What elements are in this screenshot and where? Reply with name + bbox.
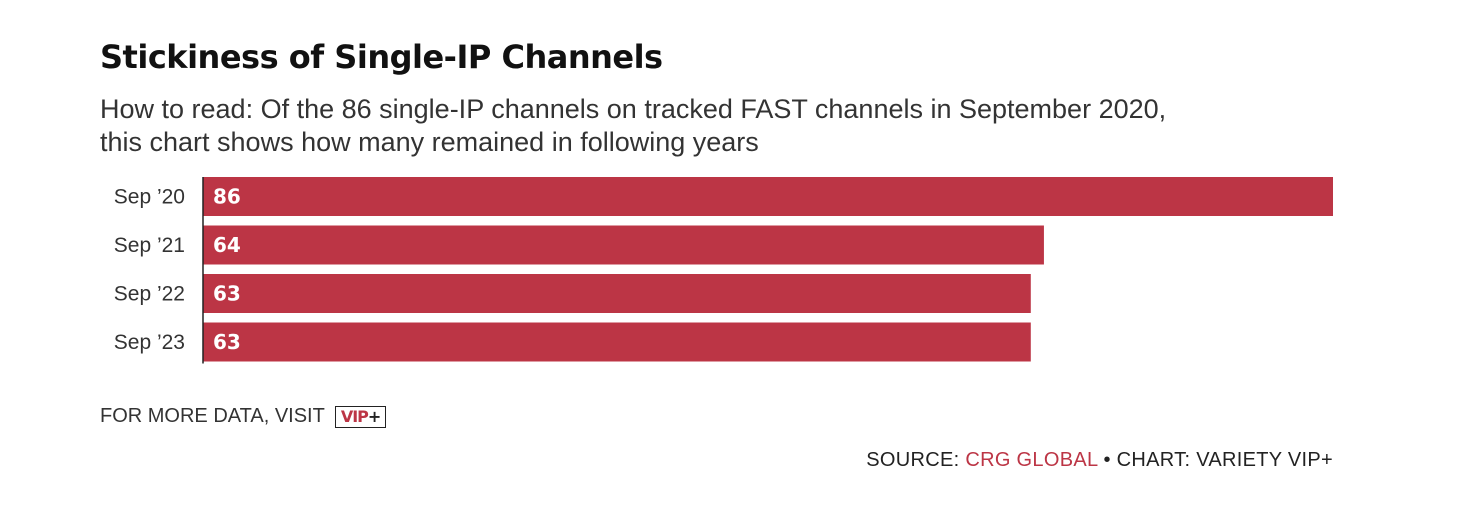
more-data-text: FOR MORE DATA, VISIT — [100, 405, 325, 427]
source-credit: SOURCE: CRG GLOBAL • CHART: VARIETY VIP+ — [866, 449, 1333, 472]
category-label-4: Sep ’23 — [114, 331, 185, 354]
more-data-link[interactable]: FOR MORE DATA, VISIT VIP+ — [100, 405, 387, 428]
bar-3 — [203, 274, 1031, 313]
source-prefix: SOURCE: — [866, 449, 966, 471]
chart-credit: • CHART: VARIETY VIP+ — [1097, 449, 1333, 471]
category-label-1: Sep ’20 — [114, 186, 185, 209]
bar-group: 86 Sep ’20 64 Sep ’21 63 Sep ’22 63 Sep ’23 — [114, 177, 1333, 362]
chart-subtitle: How to read: Of the 86 single-IP channel… — [100, 93, 1360, 159]
chart-title: Stickiness of Single-IP Channels — [100, 38, 663, 76]
category-label-2: Sep ’21 — [114, 234, 185, 257]
vip-badge-plus: + — [367, 406, 381, 426]
vip-badge-text: VIP — [340, 406, 369, 426]
bar-1 — [203, 177, 1333, 216]
bar-value-label-3: 63 — [213, 282, 241, 306]
category-label-3: Sep ’22 — [114, 283, 185, 306]
bar-value-label-1: 86 — [213, 185, 241, 209]
bar-4 — [203, 322, 1031, 362]
bar-value-label-2: 64 — [213, 233, 241, 257]
subtitle-line-1: How to read: Of the 86 single-IP channel… — [100, 94, 1167, 124]
vip-plus-badge[interactable]: VIP+ — [334, 405, 387, 428]
source-name[interactable]: CRG GLOBAL — [965, 449, 1098, 471]
bar-2 — [203, 225, 1044, 265]
bar-value-label-4: 63 — [213, 330, 241, 354]
subtitle-line-2: this chart shows how many remained in fo… — [100, 127, 759, 157]
